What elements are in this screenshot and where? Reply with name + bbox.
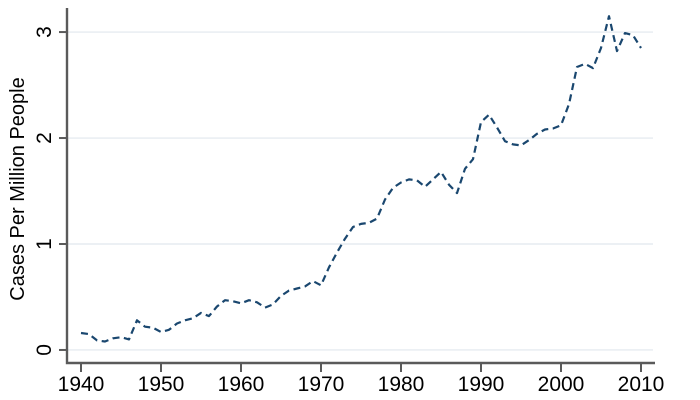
axis-lines xyxy=(65,8,655,365)
x-tick-label: 1980 xyxy=(378,373,425,396)
x-tick-label: 2010 xyxy=(618,373,665,396)
x-axis-ticks xyxy=(80,364,642,372)
x-tick-label: 1990 xyxy=(458,373,505,396)
axes xyxy=(65,8,655,365)
y-axis-title: Cases Per Million People xyxy=(7,77,29,300)
y-tick-label: 2 xyxy=(33,132,56,144)
x-tick-label: 1960 xyxy=(218,373,265,396)
x-tick-label: 1940 xyxy=(58,373,105,396)
x-tick-label: 2000 xyxy=(538,373,585,396)
y-tick-label: 3 xyxy=(33,26,56,38)
y-tick-label: 0 xyxy=(33,344,56,356)
y-axis-ticks xyxy=(59,31,67,351)
data-series-line xyxy=(80,15,642,343)
x-tick-label: 1970 xyxy=(298,373,345,396)
y-tick-label: 1 xyxy=(33,238,56,250)
x-axis-tick-labels: 1940 1950 1960 1970 1980 1990 2000 2010 xyxy=(58,373,665,396)
y-axis-tick-labels: 0 1 2 3 xyxy=(33,26,56,356)
x-tick-label: 1950 xyxy=(138,373,185,396)
data-series xyxy=(80,15,642,343)
gridlines xyxy=(68,31,653,351)
